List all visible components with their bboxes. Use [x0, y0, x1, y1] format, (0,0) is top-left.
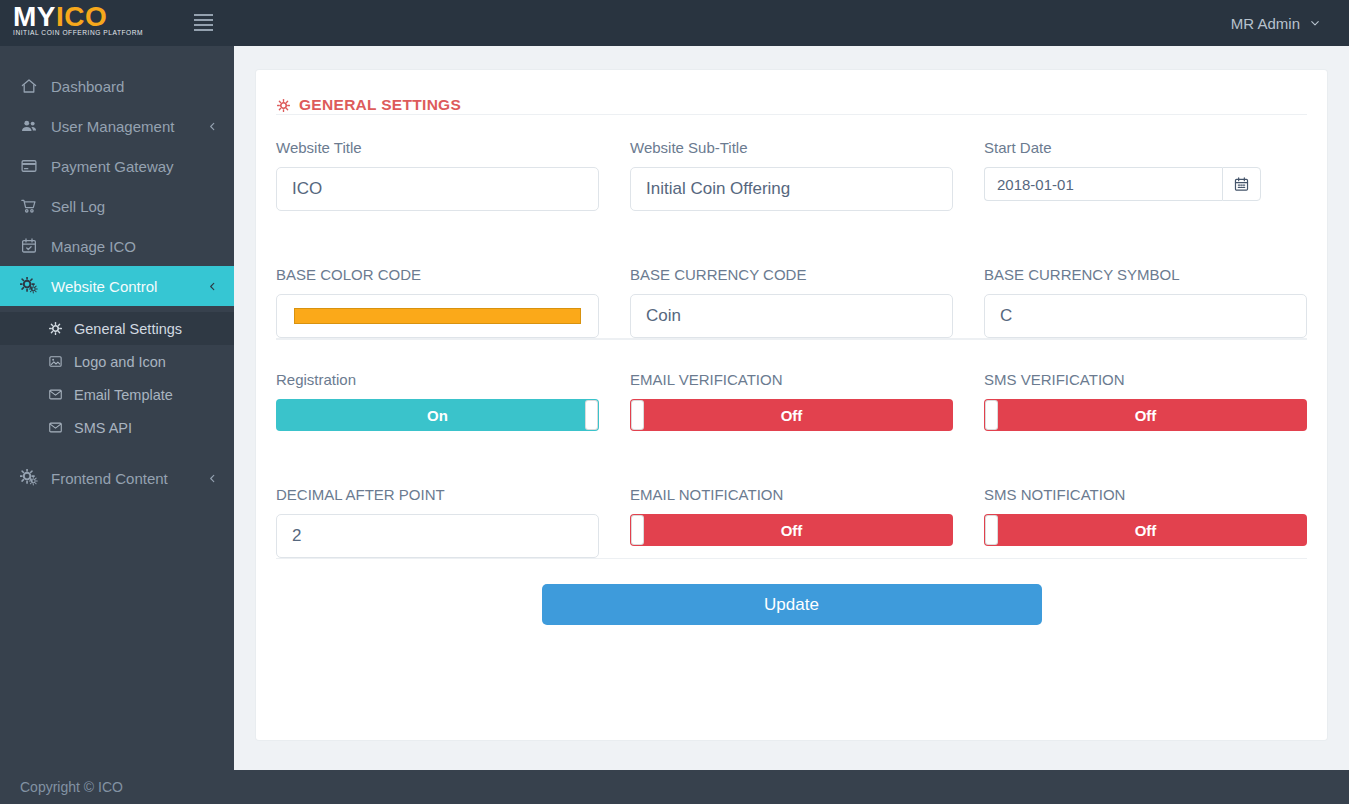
email-verification-toggle[interactable]: Off — [630, 399, 953, 431]
sidebar-item-website-control[interactable]: Website Control — [0, 266, 234, 306]
sms-verification-toggle[interactable]: Off — [984, 399, 1307, 431]
update-button[interactable]: Update — [542, 584, 1042, 625]
gears-icon — [20, 277, 38, 295]
app-logo-subtitle: INITIAL COIN OFFERING PLATFORM — [13, 29, 143, 36]
submenu-item-email-template[interactable]: Email Template — [0, 378, 234, 411]
field-label: EMAIL VERIFICATION — [630, 370, 953, 390]
sidebar-item-frontend-content[interactable]: Frontend Content — [0, 458, 234, 498]
submenu-item-logo-and-icon[interactable]: Logo and Icon — [0, 345, 234, 378]
field-base-color-code: BASE COLOR CODE — [276, 265, 599, 338]
general-settings-card: GENERAL SETTINGS Website Title Website S… — [256, 70, 1327, 740]
field-label: BASE CURRENCY CODE — [630, 265, 953, 285]
base-color-swatch — [294, 308, 581, 324]
divider — [276, 114, 1307, 115]
chevron-left-icon — [207, 281, 218, 292]
toggle-handle — [585, 400, 598, 430]
sms-notification-toggle[interactable]: Off — [984, 514, 1307, 546]
start-date-input[interactable] — [984, 167, 1222, 201]
sidebar: Dashboard User Management Payment Gatewa… — [0, 46, 234, 770]
field-decimal-after-point: DECIMAL AFTER POINT — [276, 485, 599, 558]
field-base-currency-code: BASE CURRENCY CODE — [630, 265, 953, 338]
sidebar-item-sell-log[interactable]: Sell Log — [0, 186, 234, 226]
website-subtitle-input[interactable] — [630, 167, 953, 211]
website-control-submenu: General Settings Logo and Icon Email Tem… — [0, 306, 234, 452]
field-email-verification: EMAIL VERIFICATION Off — [630, 370, 953, 431]
base-currency-code-input[interactable] — [630, 294, 953, 338]
toggle-handle — [631, 515, 644, 545]
chevron-down-icon — [1309, 17, 1321, 29]
field-start-date: Start Date — [984, 138, 1307, 211]
sidebar-item-payment-gateway[interactable]: Payment Gateway — [0, 146, 234, 186]
app-logo[interactable]: MYICO INITIAL COIN OFFERING PLATFORM — [13, 2, 143, 36]
registration-toggle[interactable]: On — [276, 399, 599, 431]
gears-icon — [20, 469, 38, 487]
calendar-icon — [20, 237, 38, 255]
gear-icon — [48, 321, 63, 336]
field-label: Website Sub-Title — [630, 138, 953, 158]
field-base-currency-symbol: BASE CURRENCY SYMBOL — [984, 265, 1307, 338]
submenu-item-general-settings[interactable]: General Settings — [0, 312, 234, 345]
main-content: GENERAL SETTINGS Website Title Website S… — [234, 46, 1349, 770]
website-title-input[interactable] — [276, 167, 599, 211]
decimal-after-point-input[interactable] — [276, 514, 599, 558]
email-notification-toggle[interactable]: Off — [630, 514, 953, 546]
page-title: GENERAL SETTINGS — [276, 96, 1307, 114]
users-icon — [20, 117, 38, 135]
base-color-input[interactable] — [276, 294, 599, 338]
datepicker-button[interactable] — [1222, 167, 1261, 201]
copyright-text: Copyright © ICO — [20, 779, 123, 795]
app-logo-text: MYICO — [13, 2, 143, 31]
field-label: BASE COLOR CODE — [276, 265, 599, 285]
toggle-handle — [985, 515, 998, 545]
image-icon — [48, 354, 63, 369]
calendar-icon — [1233, 176, 1250, 193]
field-website-subtitle: Website Sub-Title — [630, 138, 953, 211]
home-icon — [20, 77, 38, 95]
field-label: DECIMAL AFTER POINT — [276, 485, 599, 505]
chevron-left-icon — [207, 473, 218, 484]
chevron-left-icon — [207, 121, 218, 132]
envelope-icon — [48, 387, 63, 402]
user-menu-label: MR Admin — [1231, 15, 1300, 32]
user-menu[interactable]: MR Admin — [1231, 0, 1321, 46]
toggle-state-label: Off — [1135, 522, 1157, 539]
field-label: Registration — [276, 370, 599, 390]
toggle-handle — [631, 400, 644, 430]
sidebar-item-user-management[interactable]: User Management — [0, 106, 234, 146]
envelope-icon — [48, 420, 63, 435]
field-label: SMS NOTIFICATION — [984, 485, 1307, 505]
topbar: MYICO INITIAL COIN OFFERING PLATFORM MR … — [0, 0, 1349, 46]
toggle-state-label: Off — [1135, 407, 1157, 424]
toggle-state-label: On — [427, 407, 448, 424]
field-label: SMS VERIFICATION — [984, 370, 1307, 390]
menu-toggle-icon[interactable] — [194, 14, 213, 34]
field-label: BASE CURRENCY SYMBOL — [984, 265, 1307, 285]
divider — [276, 339, 1307, 340]
field-registration: Registration On — [276, 370, 599, 431]
sidebar-item-dashboard[interactable]: Dashboard — [0, 66, 234, 106]
start-date-group — [984, 167, 1261, 201]
divider — [276, 558, 1307, 559]
field-email-notification: EMAIL NOTIFICATION Off — [630, 485, 953, 558]
toggle-state-label: Off — [781, 407, 803, 424]
toggle-state-label: Off — [781, 522, 803, 539]
footer: Copyright © ICO — [0, 770, 1349, 804]
credit-card-icon — [20, 157, 38, 175]
field-label: Website Title — [276, 138, 599, 158]
base-currency-symbol-input[interactable] — [984, 294, 1307, 338]
gear-icon — [276, 98, 291, 113]
field-sms-verification: SMS VERIFICATION Off — [984, 370, 1307, 431]
field-label: EMAIL NOTIFICATION — [630, 485, 953, 505]
field-website-title: Website Title — [276, 138, 599, 211]
field-sms-notification: SMS NOTIFICATION Off — [984, 485, 1307, 558]
submenu-item-sms-api[interactable]: SMS API — [0, 411, 234, 444]
field-label: Start Date — [984, 138, 1307, 158]
sidebar-item-manage-ico[interactable]: Manage ICO — [0, 226, 234, 266]
cart-icon — [20, 197, 38, 215]
toggle-handle — [985, 400, 998, 430]
